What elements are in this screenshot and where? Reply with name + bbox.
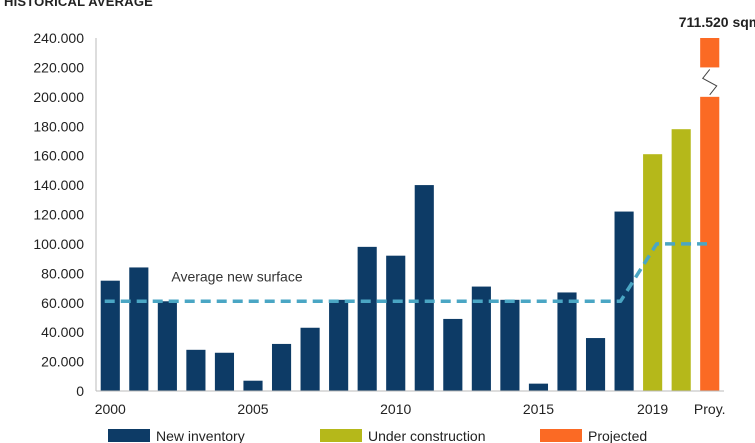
y-tick-label: 160.000 [33, 148, 84, 164]
bar [157, 301, 177, 391]
y-tick-label: 200.000 [33, 89, 84, 105]
axis-break-label: 711.520 sqm [679, 14, 755, 30]
bar [528, 383, 549, 391]
bar [386, 255, 406, 391]
legend-swatch [320, 429, 362, 442]
axis-break-mark [701, 69, 718, 96]
bar [300, 327, 320, 391]
x-tick-label: 2015 [523, 401, 554, 417]
average-line [104, 242, 710, 304]
bar [585, 338, 606, 391]
bar [443, 318, 463, 391]
bar [186, 349, 206, 391]
x-tick-label: 2010 [380, 401, 411, 417]
bar [329, 299, 349, 391]
legend-label: Under construction [368, 428, 486, 443]
bar [214, 352, 235, 391]
bar [414, 185, 434, 391]
bar [243, 380, 263, 391]
legend-swatch [540, 429, 582, 442]
average-line-label: Average new surface [171, 268, 302, 284]
bar [357, 246, 377, 391]
x-tick-label: Proy. [694, 401, 726, 417]
bar [557, 292, 577, 391]
y-tick-label: 120.000 [33, 207, 84, 223]
bar [643, 154, 663, 391]
bar [129, 267, 149, 391]
bar [271, 343, 292, 391]
y-tick-label: 80.000 [41, 265, 84, 281]
y-tick-label: 60.000 [41, 295, 84, 311]
y-tick-label: 140.000 [33, 177, 84, 193]
y-tick-label: 240.000 [33, 30, 84, 46]
bar-top-segment [700, 38, 720, 68]
bar [671, 129, 691, 392]
bar [100, 280, 120, 391]
bar [700, 96, 720, 391]
y-tick-label: 220.000 [33, 59, 84, 75]
y-tick-label: 20.000 [41, 354, 84, 370]
y-tick-label: 0 [76, 383, 84, 399]
legend-label: Projected [588, 428, 647, 443]
y-tick-label: 180.000 [33, 118, 84, 134]
bar [500, 299, 520, 391]
y-tick-label: 100.000 [33, 236, 84, 252]
legend-label: New inventory [156, 428, 245, 443]
legend-swatch [108, 429, 150, 442]
x-tick-label: 2005 [237, 401, 268, 417]
x-tick-label: 2000 [95, 401, 126, 417]
bar [614, 211, 634, 391]
bar [471, 286, 491, 391]
y-tick-label: 40.000 [41, 324, 84, 340]
x-tick-label: 2019 [637, 401, 668, 417]
page-title: HISTORICAL AVERAGE [4, 0, 154, 9]
